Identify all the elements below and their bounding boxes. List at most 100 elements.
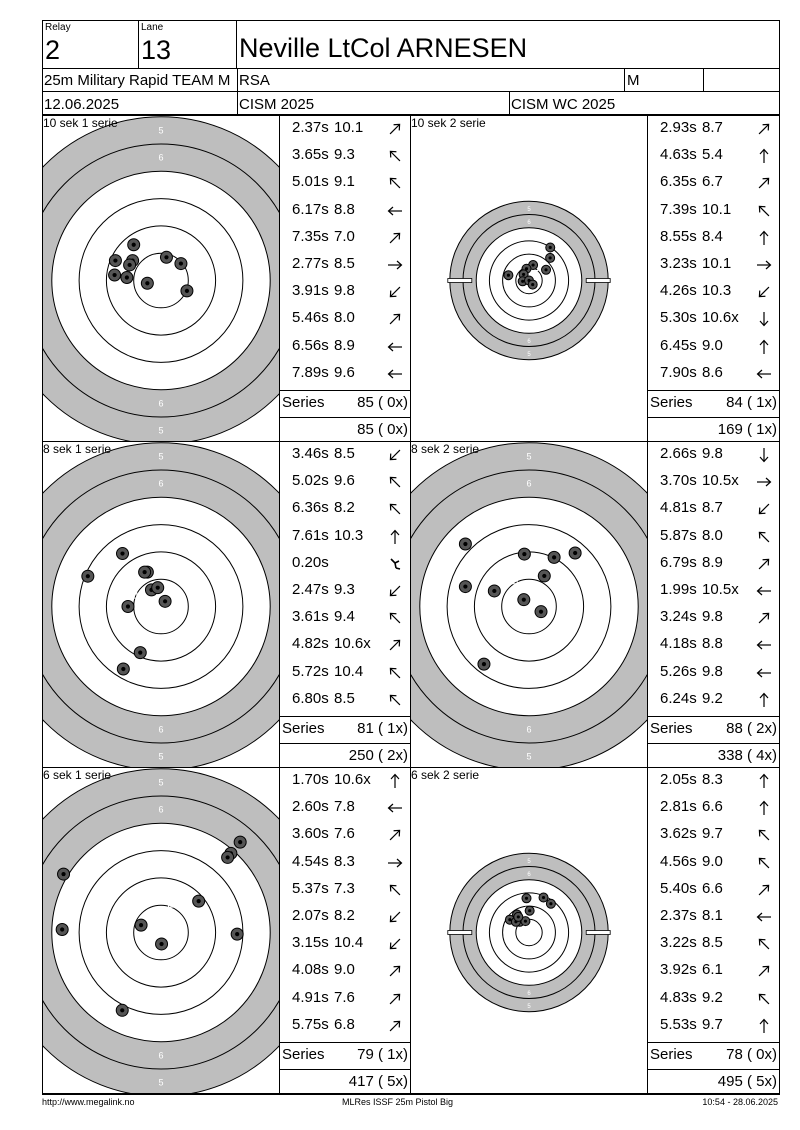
series-label: Series xyxy=(650,720,693,737)
ring-number: 9 xyxy=(158,642,163,652)
footer-line xyxy=(42,1094,780,1095)
shot-time: 2.05s xyxy=(660,771,697,788)
shot-hole-6 xyxy=(180,284,194,298)
target-ring-8 xyxy=(488,892,570,973)
shot-hole-7 xyxy=(121,600,135,613)
shot-hole-2 xyxy=(192,894,206,908)
shooter-cell: Neville LtCol ARNESEN xyxy=(236,20,780,69)
direction-arrow-icon xyxy=(757,260,772,270)
target-ring-10 xyxy=(133,252,189,309)
direction-arrow-icon xyxy=(389,830,401,841)
direction-arrow-icon xyxy=(389,966,401,977)
ring-number: 6 xyxy=(158,153,163,163)
target-ring-5 xyxy=(43,442,279,767)
aiming-mark xyxy=(447,930,473,935)
direction-arrow-icon xyxy=(389,993,401,1004)
shot-score: 8.9 xyxy=(702,553,723,571)
shot-list: 2.93s 8.7 4.63s 5.4 6.35s 6.7 7.39s 10.1 8.55s 8.… xyxy=(647,115,780,442)
target-inner-zone xyxy=(419,497,639,716)
direction-arrow-icon xyxy=(758,830,770,841)
direction-arrow-icon xyxy=(759,773,769,788)
shot-time: 5.26s xyxy=(660,662,697,680)
target-ring-7 xyxy=(419,496,639,717)
shot-score: 8.6 xyxy=(702,363,723,381)
target-ring-7 xyxy=(475,879,583,986)
direction-arrow-icon xyxy=(387,342,402,352)
shot-score: 8.5 xyxy=(334,255,355,272)
direction-arrow-icon xyxy=(758,884,770,896)
direction-arrow-icon xyxy=(758,857,770,868)
shot-hole-5 xyxy=(547,550,561,564)
shot-list: 3.46s 8.5 5.02s 9.6 6.36s 8.2 7.61s 10.3 0.20s 2.… xyxy=(279,441,411,768)
ring-number: 5 xyxy=(158,777,163,787)
shot-time: 5.40s xyxy=(660,879,697,897)
direction-arrow-icon xyxy=(390,529,400,544)
relay-number: 2 xyxy=(45,35,61,65)
ring-number: 8 xyxy=(158,207,163,217)
shot-hole-5 xyxy=(151,581,165,595)
target-face: 5 5 6 6 7 7 8 8 9 9 xyxy=(43,116,279,441)
target-ring-5 xyxy=(43,768,279,1093)
ring-number: 7 xyxy=(527,978,531,984)
target-ring-6 xyxy=(43,469,279,744)
direction-arrow-icon xyxy=(758,286,770,298)
shot-time: 6.35s xyxy=(660,173,697,191)
ring-number: 7 xyxy=(527,326,531,332)
direction-arrow-icon xyxy=(389,938,401,950)
target-ring-7 xyxy=(475,227,583,334)
footer-software: MLRes ISSF 25m Pistol Big xyxy=(342,1097,454,1107)
ring-number: 8 xyxy=(158,670,163,680)
series-total: 79 ( 1x) xyxy=(357,1046,408,1063)
shot-score: 8.5 xyxy=(334,689,355,707)
ring-number: 6 xyxy=(527,220,531,226)
shot-score: 9.2 xyxy=(702,689,723,707)
shot-list: 1.70s 10.6x 2.60s 7.8 3.60s 7.6 4.54s 8.3 5.37s 7… xyxy=(279,767,411,1094)
shot-hole-2 xyxy=(159,250,173,264)
shot-hole-3 xyxy=(174,257,188,271)
direction-arrow-icon xyxy=(388,260,403,270)
target-ring-8 xyxy=(446,524,612,689)
shot-time: 4.91s xyxy=(292,988,329,1006)
ring-number: 7 xyxy=(158,1023,163,1033)
shooter-name: Neville LtCol ARNESEN xyxy=(239,33,528,63)
shot-hole-1 xyxy=(140,276,154,290)
shot-score: 10.3 xyxy=(334,526,364,544)
target-face: 5 5 6 6 7 7 8 8 9 9 xyxy=(411,442,647,767)
ring-number: 8 xyxy=(526,533,531,543)
target-face: 5 5 6 6 7 7 8 8 9 9 xyxy=(43,768,279,1093)
direction-arrow-icon xyxy=(389,232,401,244)
direction-arrow-icon xyxy=(758,205,770,216)
target-ring-5 xyxy=(43,116,279,441)
aiming-mark xyxy=(585,278,611,283)
direction-arrow-icon xyxy=(758,938,770,950)
shot-score: 6.6 xyxy=(702,798,723,816)
direction-arrow-icon xyxy=(389,1020,401,1032)
series-divider xyxy=(648,390,779,391)
total-divider xyxy=(280,417,410,419)
direction-arrow-icon xyxy=(758,178,770,189)
shot-score: 9.8 xyxy=(334,282,355,300)
target-ring-9 xyxy=(105,551,217,662)
direction-arrow-icon xyxy=(758,993,770,1004)
footer-url: http://www.megalink.no xyxy=(42,1097,135,1107)
shot-hole-3 xyxy=(534,605,548,619)
shot-time: 6.45s xyxy=(660,336,697,354)
series-label: Series xyxy=(282,720,325,737)
direction-arrow-icon xyxy=(759,339,769,354)
shot-time: 2.37s xyxy=(292,119,329,136)
event-name: 25m Military Rapid TEAM M xyxy=(44,72,231,89)
direction-arrow-icon xyxy=(390,773,400,788)
shot-time: 1.70s xyxy=(292,771,329,788)
shot-hole-7 xyxy=(134,918,148,932)
shot-hole-1 xyxy=(521,893,532,904)
shot-hole-8 xyxy=(127,238,141,252)
target-ring-8 xyxy=(78,198,244,363)
direction-arrow-icon xyxy=(756,586,771,596)
direction-arrow-icon xyxy=(390,558,401,570)
ring-number: 8 xyxy=(158,996,163,1006)
shot-score: 9.8 xyxy=(702,445,723,462)
